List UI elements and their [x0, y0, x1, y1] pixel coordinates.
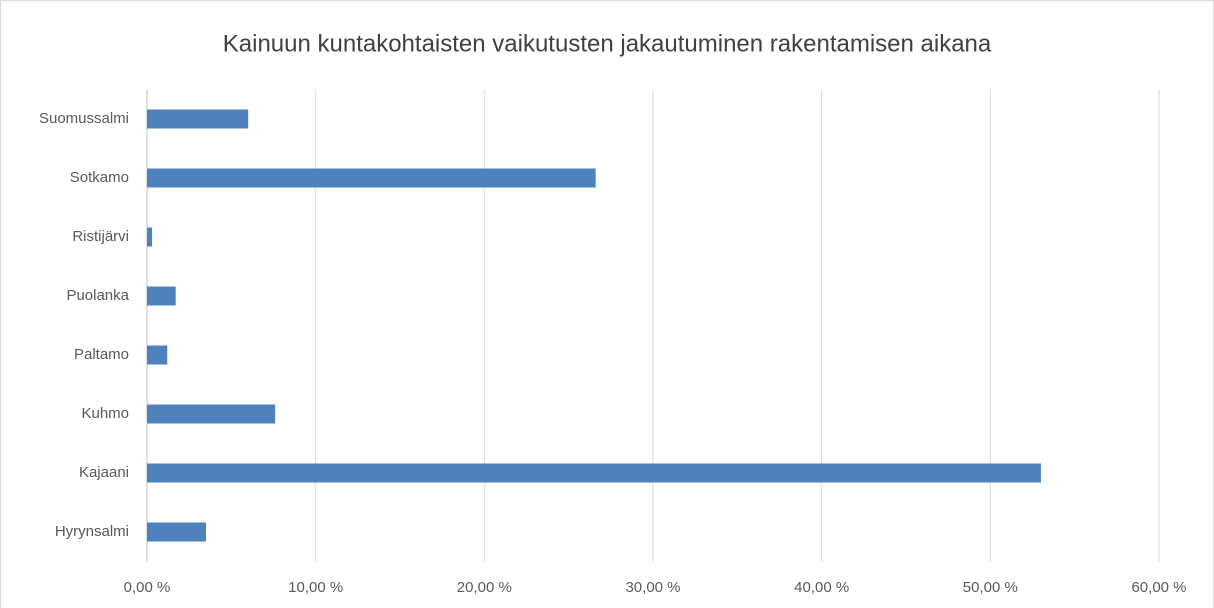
y-tick-label: Sotkamo: [70, 169, 129, 186]
x-tick-label: 50,00 %: [963, 579, 1018, 596]
bar: [147, 168, 596, 188]
x-tick-label: 10,00 %: [288, 579, 343, 596]
x-tick-label: 30,00 %: [625, 579, 680, 596]
y-tick-label: Kuhmo: [81, 405, 129, 422]
y-tick-label: Suomussalmi: [39, 110, 129, 127]
y-tick-label: Ristijärvi: [72, 228, 129, 245]
y-tick-label: Hyrynsalmi: [55, 523, 129, 540]
y-tick-label: Puolanka: [66, 287, 129, 304]
bar: [147, 227, 153, 247]
y-tick-label: Kajaani: [79, 464, 129, 481]
x-tick-label: 20,00 %: [457, 579, 512, 596]
bar: [147, 345, 168, 365]
bar: [147, 109, 249, 129]
bar: [147, 522, 207, 542]
x-tick-label: 60,00 %: [1131, 579, 1186, 596]
bar: [147, 404, 276, 424]
x-tick-label: 40,00 %: [794, 579, 849, 596]
bar: [147, 463, 1041, 483]
y-tick-label: Paltamo: [74, 346, 129, 363]
chart-title: Kainuun kuntakohtaisten vaikutusten jaka…: [223, 30, 992, 57]
bar: [147, 286, 176, 306]
x-tick-label: 0,00 %: [124, 579, 171, 596]
